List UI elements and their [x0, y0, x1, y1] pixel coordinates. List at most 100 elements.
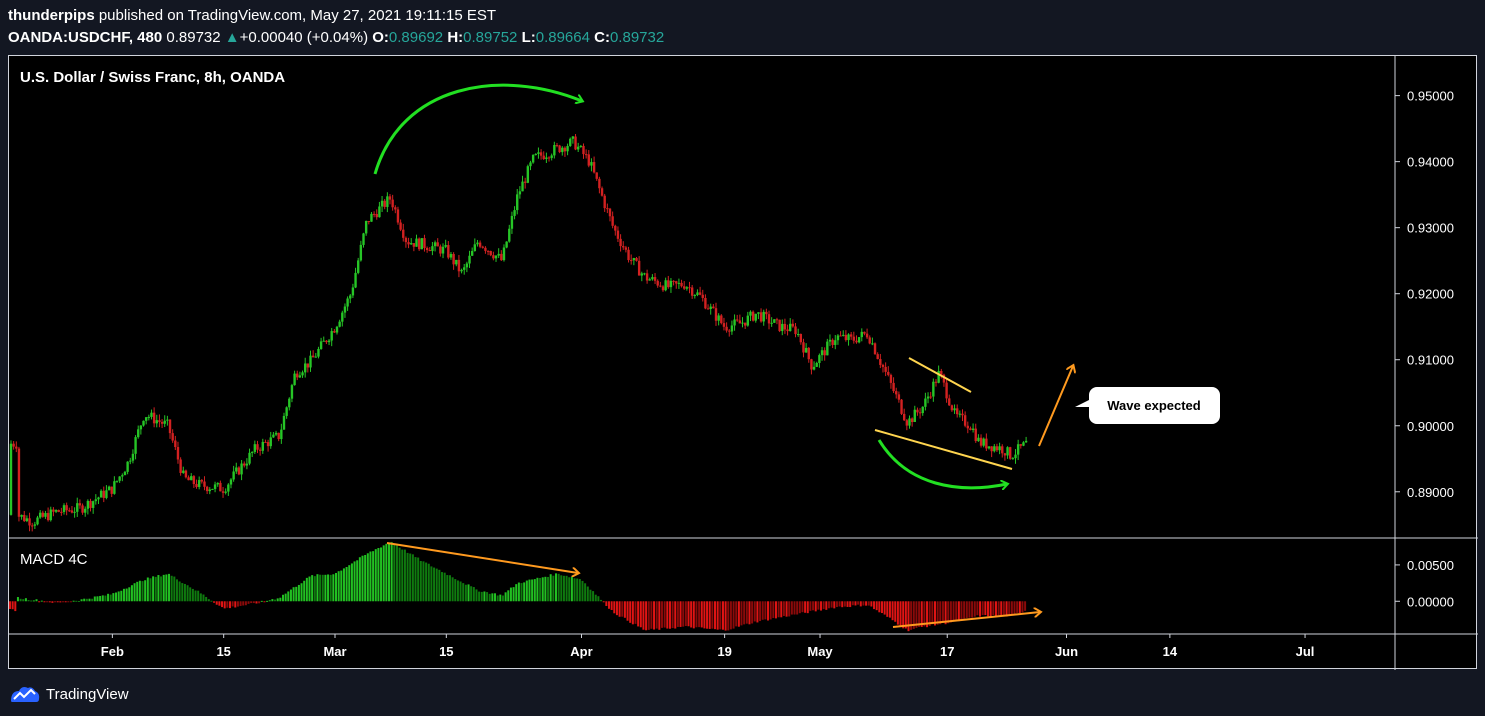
candle-body: [513, 210, 516, 216]
candle-body: [828, 339, 832, 342]
macd-bar: [64, 601, 67, 603]
candle-body: [370, 213, 373, 222]
macd-bar: [700, 601, 703, 628]
candle-body: [134, 437, 137, 454]
candle-body: [460, 269, 463, 272]
macd-bar: [409, 553, 412, 602]
macd-bar: [125, 588, 128, 602]
macd-bar: [695, 601, 698, 628]
macd-bar: [422, 561, 425, 602]
macd-bar: [183, 583, 186, 602]
candle-body: [354, 272, 357, 288]
macd-bar: [621, 601, 624, 617]
macd-bar: [11, 601, 14, 610]
candle-body: [182, 470, 185, 473]
candle-body: [796, 334, 800, 336]
macd-bar: [48, 601, 51, 603]
candle-body: [36, 517, 39, 525]
candle-body: [558, 145, 561, 153]
candle-body: [979, 437, 983, 446]
macd-bar: [234, 601, 237, 608]
macd-bar: [268, 600, 271, 602]
candle-body: [325, 340, 328, 343]
candle-body: [775, 319, 779, 321]
macd-bar: [735, 601, 738, 627]
candle-body: [508, 228, 511, 242]
candle-body: [78, 503, 82, 506]
candle-body: [510, 215, 514, 229]
candle-body: [534, 153, 537, 155]
candle-body: [341, 312, 344, 322]
time-tick-label: Jul: [1296, 644, 1315, 659]
candle-body: [468, 255, 471, 264]
candle-body: [571, 136, 575, 139]
tradingview-brand[interactable]: TradingView: [10, 684, 129, 704]
macd-bar: [496, 595, 499, 602]
candle-body: [505, 241, 508, 248]
macd-bar: [817, 601, 820, 610]
candle-body: [402, 229, 405, 238]
candle-body: [584, 154, 588, 156]
macd-bar: [997, 601, 1000, 616]
candle-body: [54, 510, 58, 512]
macd-bar: [729, 601, 732, 630]
candle-body: [439, 246, 442, 254]
candle-body: [386, 196, 389, 207]
candle-body: [168, 419, 172, 434]
macd-bar: [215, 601, 218, 605]
candle-body: [500, 253, 503, 261]
chart-container[interactable]: 0.95000 0.94000 0.93000 0.92000 0.91000 0.900…: [8, 55, 1478, 670]
macd-bar: [385, 543, 388, 602]
candle-body: [86, 500, 90, 509]
candle-body: [995, 446, 999, 451]
macd-bar: [804, 601, 807, 613]
macd-bar: [634, 601, 637, 624]
candle-body: [606, 208, 609, 210]
candle-body: [799, 334, 803, 343]
price-chart[interactable]: 0.95000 0.94000 0.93000 0.92000 0.91000 0.900…: [9, 56, 1478, 670]
callout-bubble: Wave expected: [1075, 387, 1220, 424]
macd-bar: [589, 589, 592, 602]
macd-bar: [324, 574, 327, 602]
macd-bar: [451, 577, 454, 602]
candle-body: [76, 503, 79, 512]
macd-bar: [85, 598, 88, 602]
macd-bar: [586, 586, 589, 602]
candle-body: [142, 420, 145, 426]
candle-body: [171, 433, 174, 441]
candle-body: [200, 480, 204, 482]
macd-bar: [960, 601, 963, 620]
last-price: 0.89732: [166, 29, 221, 46]
author-name[interactable]: thunderpips: [8, 7, 95, 24]
macd-bar: [547, 576, 550, 602]
macd-bar: [205, 596, 208, 602]
macd-bar: [62, 601, 65, 603]
candle-body: [115, 480, 119, 482]
macd-bar: [488, 593, 491, 602]
candle-body: [855, 340, 858, 343]
macd-bar: [425, 562, 428, 602]
macd-bar: [366, 553, 369, 602]
candle-body: [195, 484, 198, 487]
macd-bar: [109, 594, 112, 602]
macd-bar: [252, 601, 255, 604]
candle-body: [767, 314, 771, 324]
macd-bar: [207, 599, 210, 602]
macd-bar: [666, 601, 669, 629]
macd-bar: [51, 601, 54, 603]
candle-body: [709, 306, 712, 309]
candle-body: [81, 505, 84, 513]
candle-body: [863, 331, 866, 334]
candle-body: [229, 479, 233, 485]
candle-body: [31, 525, 34, 527]
candle-body: [163, 420, 166, 424]
macd-bar: [565, 575, 568, 602]
macd-bar: [613, 601, 616, 614]
macd-bar: [247, 601, 250, 604]
macd-bar: [994, 601, 997, 617]
candle-body: [367, 220, 371, 222]
candle-body: [595, 172, 598, 179]
macd-bar: [509, 587, 512, 602]
macd-bar: [772, 601, 775, 618]
candle-body: [807, 347, 810, 360]
